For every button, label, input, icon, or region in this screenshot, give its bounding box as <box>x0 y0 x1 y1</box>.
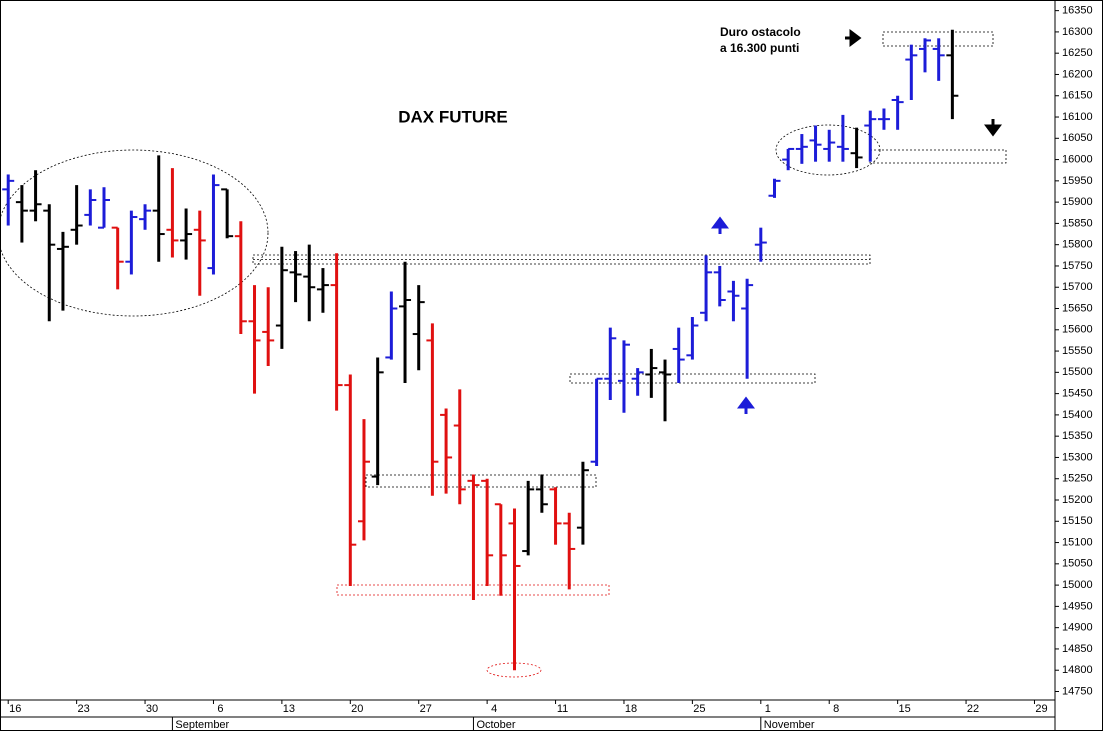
y-tick-label: 15100 <box>1062 536 1093 548</box>
y-tick-label: 16150 <box>1062 90 1093 102</box>
zone <box>365 474 597 488</box>
y-tick-label: 16350 <box>1062 5 1093 17</box>
y-tick-label: 16300 <box>1062 26 1093 38</box>
y-tick-label: 15950 <box>1062 175 1093 187</box>
x-tick-label: 16 <box>9 703 21 715</box>
y-tick-label: 15900 <box>1062 196 1093 208</box>
x-tick-label: 13 <box>283 703 295 715</box>
x-tick-label: 1 <box>765 703 771 715</box>
month-label: November <box>764 719 815 731</box>
y-tick-label: 15400 <box>1062 409 1093 421</box>
y-tick-label: 15800 <box>1062 239 1093 251</box>
y-tick-label: 15200 <box>1062 494 1093 506</box>
y-tick-label: 15600 <box>1062 324 1093 336</box>
annotation: Duro ostacolo <box>720 25 801 39</box>
y-tick-label: 16000 <box>1062 153 1093 165</box>
x-tick-label: 6 <box>217 703 223 715</box>
month-label: September <box>175 719 229 731</box>
arrows <box>711 29 1002 414</box>
y-tick-label: 14750 <box>1062 685 1093 697</box>
y-tick-label: 15350 <box>1062 430 1093 442</box>
annotation: a 16.300 punti <box>720 41 799 55</box>
y-tick-label: 16200 <box>1062 68 1093 80</box>
arrow <box>737 396 755 414</box>
zone <box>569 373 816 384</box>
arrow <box>984 119 1002 137</box>
arrow <box>845 29 862 47</box>
x-tick-label: 25 <box>693 703 705 715</box>
y-tick-label: 16050 <box>1062 132 1093 144</box>
y-tick-label: 15250 <box>1062 473 1093 485</box>
x-tick-label: 22 <box>967 703 979 715</box>
zone <box>882 31 994 47</box>
y-tick-label: 16250 <box>1062 47 1093 59</box>
x-tick-label: 4 <box>491 703 497 715</box>
x-tick-label: 15 <box>899 703 911 715</box>
y-tick-label: 15150 <box>1062 515 1093 527</box>
y-tick-label: 15000 <box>1062 579 1093 591</box>
y-tick-label: 14850 <box>1062 643 1093 655</box>
zone <box>869 149 1007 164</box>
x-tick-label: 20 <box>351 703 363 715</box>
y-tick-label: 15650 <box>1062 302 1093 314</box>
y-tick-label: 15700 <box>1062 281 1093 293</box>
x-tick-label: 30 <box>146 703 158 715</box>
y-tick-label: 15300 <box>1062 451 1093 463</box>
x-tick-label: 18 <box>625 703 637 715</box>
y-tick-label: 14900 <box>1062 622 1093 634</box>
ellipse <box>0 149 269 317</box>
chart-title: DAX FUTURE <box>398 107 508 126</box>
x-tick-label: 27 <box>420 703 432 715</box>
x-tick-label: 8 <box>833 703 839 715</box>
y-tick-label: 15850 <box>1062 217 1093 229</box>
y-tick-label: 15050 <box>1062 558 1093 570</box>
y-tick-label: 15500 <box>1062 366 1093 378</box>
y-tick-label: 14950 <box>1062 600 1093 612</box>
arrow <box>711 216 729 234</box>
ellipse <box>486 662 542 678</box>
month-label: October <box>476 719 515 731</box>
x-tick-label: 29 <box>1035 703 1047 715</box>
x-tick-label: 11 <box>557 703 568 715</box>
y-tick-label: 14800 <box>1062 664 1093 676</box>
y-tick-label: 15550 <box>1062 345 1093 357</box>
y-tick-label: 16100 <box>1062 111 1093 123</box>
x-tick-label: 23 <box>78 703 90 715</box>
y-tick-label: 15450 <box>1062 388 1093 400</box>
y-tick-label: 15750 <box>1062 260 1093 272</box>
